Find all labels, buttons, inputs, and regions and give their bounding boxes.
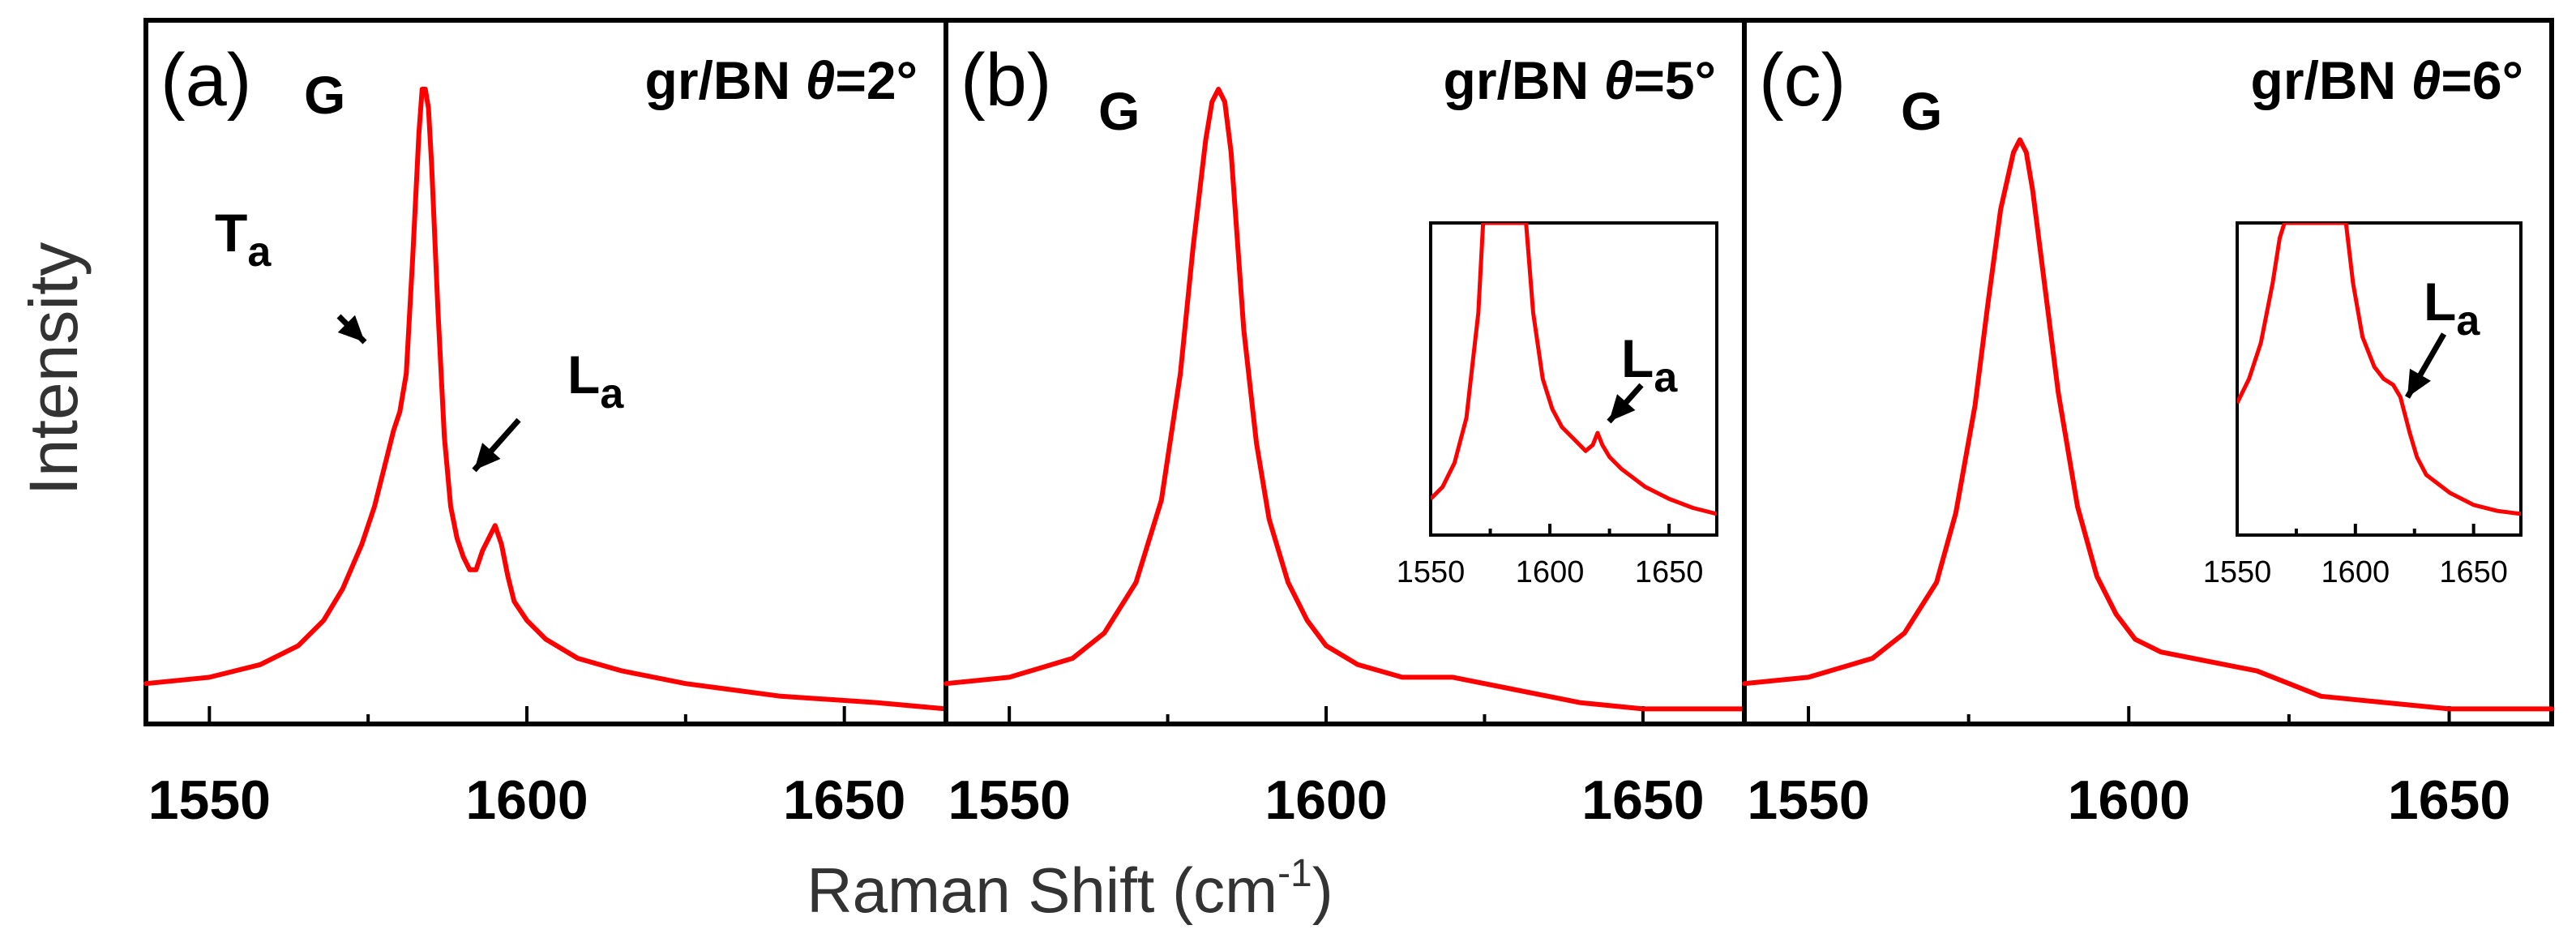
inset-arrow-b — [1607, 383, 1644, 424]
x-tick-label-b: 1650 — [1581, 769, 1704, 831]
x-tick-label-a: 1600 — [465, 769, 588, 831]
inset-annotation-la-c: La — [2424, 272, 2480, 345]
inset-spectrum-line-c — [2237, 223, 2521, 516]
panel-label-a: (a) — [160, 39, 251, 122]
x-axis-label: Raman Shift (cm-1) — [807, 852, 1333, 926]
spectrum-line-b — [944, 87, 1747, 712]
annotation-arrow-l-head — [474, 443, 501, 470]
sample-label-b: gr/BN θ=5° — [1444, 50, 1716, 110]
panel-label-c: (c) — [1759, 39, 1846, 122]
annotation-la-label: La — [567, 345, 624, 418]
inset-tick-label-b: 1550 — [1397, 555, 1466, 589]
inset-tick-label-c: 1650 — [2439, 555, 2508, 589]
inset-tick-label-c: 1600 — [2321, 555, 2390, 589]
x-tick-label-a: 1550 — [148, 769, 271, 831]
panel-frame-a — [143, 18, 948, 726]
inset-frame-c — [2236, 221, 2523, 537]
annotation-arrow-l — [472, 418, 521, 473]
x-tick-label-c: 1550 — [1747, 769, 1869, 831]
inset-b: 1550 1600 1650 La — [1397, 221, 1718, 589]
panel-b: 1550 1600 1650 (b) Ggr/BN θ=5° 1550 1600 1650 La — [944, 18, 1747, 831]
inset-spectrum-line-b — [1431, 223, 1717, 516]
inset-c: 1550 1600 1650 La — [2203, 221, 2523, 589]
x-tick-label-b: 1600 — [1264, 769, 1387, 831]
spectrum-line-a — [143, 87, 948, 712]
inset-arrow-b-head — [1609, 394, 1636, 422]
x-tick-label-a: 1650 — [783, 769, 905, 831]
x-tick-label-b: 1550 — [948, 769, 1071, 831]
inset-tick-label-b: 1650 — [1635, 555, 1704, 589]
x-tick-label-c: 1600 — [2068, 769, 2190, 831]
inset-tick-label-b: 1600 — [1516, 555, 1585, 589]
inset-tick-label-c: 1550 — [2203, 555, 2272, 589]
panel-frame-c — [1742, 18, 2554, 726]
spectrum-line-c — [1742, 137, 2554, 712]
sample-label-c: gr/BN θ=6° — [2251, 50, 2523, 110]
peak-label-g-c: G — [1901, 81, 1942, 141]
inset-arrow-c-head — [2407, 368, 2431, 397]
x-tick-label-c: 1650 — [2388, 769, 2510, 831]
inset-annotation-la-b: La — [1621, 328, 1678, 401]
annotation-arrow-t — [336, 314, 367, 345]
sample-label-a: gr/BN θ=2° — [645, 50, 918, 110]
peak-label-g-a: G — [304, 65, 345, 125]
y-axis-label: Intensity — [15, 242, 92, 496]
annotation-arrow-t-head — [337, 315, 365, 342]
annotation-ta-label: Ta — [215, 203, 272, 276]
peak-label-g-b: G — [1098, 81, 1140, 141]
panel-label-b: (b) — [961, 39, 1051, 122]
panel-c: 1550 1600 1650 (c) Ggr/BN θ=6° 1550 1600 1650 La — [1742, 18, 2554, 831]
inset-arrow-c — [2404, 332, 2447, 399]
